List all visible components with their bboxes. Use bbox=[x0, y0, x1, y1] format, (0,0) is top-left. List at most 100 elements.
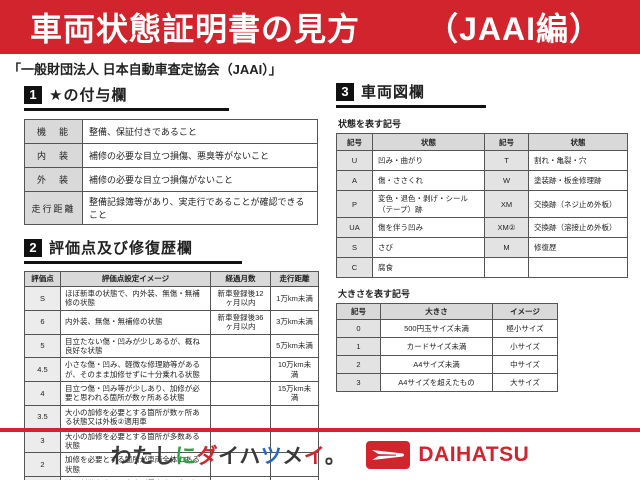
row-desc: 整備、保証付きであること bbox=[82, 119, 318, 144]
column-header: 評価点設定イメージ bbox=[60, 271, 211, 287]
row-label: 内 装 bbox=[24, 143, 83, 168]
table-row: 0 500円玉サイズ未満 極小サイズ bbox=[336, 319, 558, 338]
table-row: UA 傷を伴う凹み XM② 交換跡（溶接止め外板） bbox=[336, 217, 628, 238]
mileage-cell: 1万km未満 bbox=[270, 286, 319, 311]
size-table-caption: 大きさを表す記号 bbox=[338, 289, 411, 299]
symbol-cell: T bbox=[484, 150, 529, 171]
row-desc: 補修の必要な目立つ損傷、悪臭等がないこと bbox=[82, 143, 318, 168]
row-label: 走行距離 bbox=[24, 191, 83, 225]
daihatsu-mark-icon bbox=[366, 441, 411, 469]
table-header-row: 記号 状態 記号 状態 bbox=[336, 133, 628, 151]
table-row: 1 カードサイズ未満 小サイズ bbox=[336, 337, 558, 356]
evaluation-table: 評価点 評価点設定イメージ 経過月数 走行距離 S ほぼ新車の状態で、内外装、無… bbox=[24, 271, 319, 480]
slogan-char: に bbox=[175, 445, 197, 468]
column-header: 大きさ bbox=[380, 303, 493, 320]
section1-title-text: ★の付与欄 bbox=[49, 87, 128, 104]
table-row: 3.5 大小の加修を必要とする箇所が数ヶ所ある状態又は外板②適用車 bbox=[24, 404, 319, 430]
row-desc: 整備記録簿等があり、実走行であることが確認できること bbox=[82, 191, 318, 225]
condition-cell: 傷・ささくれ bbox=[372, 170, 485, 191]
mileage-cell: 5万km未満 bbox=[270, 333, 319, 359]
column-header: 評価点 bbox=[24, 271, 61, 287]
months-cell: 新車登録後36ヶ月以内 bbox=[210, 309, 271, 335]
column-header: 記号 bbox=[336, 303, 381, 320]
condition-cell: 変色・退色・剥げ・シール（テープ）跡 bbox=[372, 190, 485, 218]
slogan-char: し bbox=[153, 445, 176, 468]
months-cell bbox=[210, 404, 271, 430]
table-row: U 凹み・曲がり T 割れ・亀裂・穴 bbox=[336, 150, 628, 171]
row-label: 外 装 bbox=[24, 167, 83, 192]
symbol-cell: UA bbox=[336, 217, 373, 238]
column-header: 経過月数 bbox=[210, 271, 271, 287]
image-cell: 大小の加修を必要とする箇所が数ヶ所ある状態又は外板②適用車 bbox=[60, 404, 211, 430]
section2-title-text: 評価点及び修復歴欄 bbox=[49, 240, 194, 257]
size-symbol-table: 記号 大きさ イメージ 0 500円玉サイズ未満 極小サイズ 1 カードサイズ未… bbox=[336, 303, 558, 392]
table-row: 5 目立たない傷・凹みが少しあるが、概ね良好な状態 5万km未満 bbox=[24, 333, 319, 359]
slogan-char: イ bbox=[218, 445, 240, 468]
brand-name: DAIHATSU bbox=[418, 443, 530, 466]
mileage-cell bbox=[270, 404, 319, 430]
slogan-char: た bbox=[132, 445, 154, 468]
grade-cell: 3.5 bbox=[24, 404, 61, 430]
footer-divider bbox=[0, 428, 640, 432]
row-label: 機 能 bbox=[24, 119, 83, 144]
table-header-row: 評価点 評価点設定イメージ 経過月数 走行距離 bbox=[24, 271, 319, 287]
grade-cell: 6 bbox=[24, 309, 61, 335]
slogan-text: わたしにダイハツメイ。 bbox=[111, 440, 347, 470]
content-columns: 1 ★の付与欄 機 能 整備、保証付きであること 内 装 補修の必要な目立つ損傷… bbox=[0, 79, 640, 480]
symbol-cell: C bbox=[336, 257, 373, 278]
symbol-cell: 0 bbox=[336, 319, 381, 338]
symbol-cell: P bbox=[336, 190, 373, 218]
section3-title: 3 車両図欄 bbox=[336, 81, 486, 108]
image-cell: 大小の加修を必要とする箇所が多数ある状態 bbox=[60, 428, 211, 454]
right-column: 3 車両図欄 状態を表す記号 記号 状態 記号 状態 U 凹み・曲がり T 割れ… bbox=[336, 81, 628, 480]
symbol-cell: XM② bbox=[484, 217, 529, 238]
slogan-char: ツ bbox=[260, 445, 283, 468]
symbol-cell: XM bbox=[484, 190, 529, 218]
table-row: S ほぼ新車の状態で、内外装、無傷・無補修の状態 新車登録後12ヶ月以内 1万k… bbox=[24, 286, 319, 311]
grade-cell: 4 bbox=[24, 381, 61, 406]
condition-symbol-table: 記号 状態 記号 状態 U 凹み・曲がり T 割れ・亀裂・穴 A 傷・ささくれ … bbox=[336, 133, 628, 278]
column-header: 走行距離 bbox=[270, 271, 319, 287]
condition-cell: さび bbox=[372, 237, 485, 258]
left-column: 1 ★の付与欄 機 能 整備、保証付きであること 内 装 補修の必要な目立つ損傷… bbox=[24, 81, 320, 480]
table-row: 外 装 補修の必要な目立つ損傷がないこと bbox=[24, 167, 318, 192]
symbol-cell: U bbox=[336, 150, 373, 171]
column-header: イメージ bbox=[492, 303, 558, 320]
column-header: 記号 bbox=[484, 133, 529, 151]
condition-cell: 傷を伴う凹み bbox=[372, 217, 485, 238]
star-award-table: 機 能 整備、保証付きであること 内 装 補修の必要な目立つ損傷、悪臭等がないこ… bbox=[24, 119, 318, 225]
image-size-cell: 小サイズ bbox=[492, 337, 558, 356]
condition-cell bbox=[528, 257, 628, 278]
daihatsu-logo: DAIHATSU bbox=[366, 441, 529, 469]
table-row: 4 目立つ傷・凹み等が少しあり、加修が必要と思われる箇所が数ヶ所ある状態 15万… bbox=[24, 381, 319, 406]
section1-number-badge: 1 bbox=[24, 85, 42, 104]
slogan-char: わ bbox=[110, 445, 133, 468]
table-header-row: 記号 大きさ イメージ bbox=[336, 303, 558, 320]
table-row: S さび M 修復歴 bbox=[336, 237, 628, 258]
footer: わたしにダイハツメイ。 DAIHATSU bbox=[0, 428, 640, 480]
slogan-char: イ bbox=[303, 445, 325, 468]
symbol-cell: 1 bbox=[336, 337, 381, 356]
size-cell: カードサイズ未満 bbox=[380, 337, 493, 356]
condition-cell: 修復歴 bbox=[528, 237, 628, 258]
image-size-cell: 大サイズ bbox=[492, 373, 558, 392]
slogan-char: メ bbox=[282, 445, 304, 468]
condition-cell: 交換跡（溶接止め外板） bbox=[528, 217, 628, 238]
image-cell: ほぼ新車の状態で、内外装、無傷・無補修の状態 bbox=[60, 286, 211, 311]
section3-number-badge: 3 bbox=[336, 82, 354, 101]
mileage-cell bbox=[270, 475, 319, 480]
table-row: 6 内外装、無傷・無補修の状態 新車登録後36ヶ月以内 3万km未満 bbox=[24, 309, 319, 335]
section1-title: 1 ★の付与欄 bbox=[24, 84, 229, 111]
slogan-char: 。 bbox=[324, 445, 347, 468]
symbol-cell: 3 bbox=[336, 373, 381, 392]
condition-cell: 交換跡（ネジ止め外板） bbox=[528, 190, 628, 218]
months-cell bbox=[210, 333, 271, 359]
grade-cell: 4.5 bbox=[24, 357, 61, 382]
column-header: 状態 bbox=[372, 133, 485, 151]
table-row: C 腐食 bbox=[336, 257, 628, 278]
image-cell: 内外装、無傷・無補修の状態 bbox=[60, 309, 211, 335]
table-row: 機 能 整備、保証付きであること bbox=[24, 119, 318, 144]
grade-cell: 3 bbox=[24, 428, 61, 454]
condition-cell: 塗装跡・板金修理跡 bbox=[528, 170, 628, 191]
